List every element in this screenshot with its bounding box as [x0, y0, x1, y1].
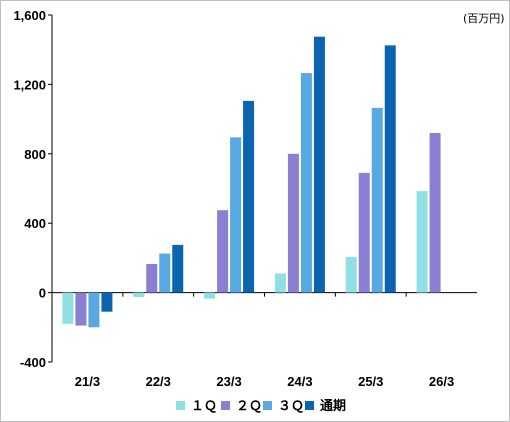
bar — [88, 292, 100, 328]
bar — [416, 191, 428, 293]
x-tick-label: 25/3 — [358, 374, 383, 389]
bar — [313, 36, 325, 293]
y-tick-label: -400 — [20, 355, 46, 370]
bar — [300, 73, 312, 293]
bar — [429, 132, 441, 293]
y-tick-label: 0 — [39, 286, 46, 301]
bar — [172, 244, 184, 293]
y-tick-label: 1,200 — [13, 77, 46, 92]
legend-label: 通期 — [320, 398, 346, 414]
chart-axes — [48, 14, 477, 363]
x-tick-label: 21/3 — [75, 374, 100, 389]
bar — [371, 107, 383, 293]
legend-label: ２Ｑ — [236, 399, 262, 414]
y-tick-label: 400 — [24, 216, 46, 231]
bar — [345, 257, 357, 293]
legend-swatch — [305, 401, 314, 410]
bar — [204, 292, 216, 299]
bar — [287, 153, 299, 293]
chart-legend: １Ｑ ２Ｑ ３Ｑ 通期 — [176, 398, 346, 414]
bar — [75, 292, 87, 326]
legend-swatch — [176, 401, 185, 410]
x-tick-label: 22/3 — [146, 374, 171, 389]
bar — [358, 172, 370, 293]
x-tick-label: 26/3 — [429, 374, 454, 389]
chart-labels: 1,600 1,200 800 400 0 -400 21/3 22/3 23/3 24/3 25/… — [13, 8, 454, 389]
bar — [243, 100, 255, 293]
bar — [62, 292, 74, 324]
bar — [384, 45, 396, 293]
legend-label: ３Ｑ — [278, 399, 304, 414]
bar — [217, 210, 229, 293]
legend-swatch — [263, 401, 272, 410]
unit-label: (百万円) — [463, 12, 505, 25]
y-tick-label: 800 — [24, 147, 46, 162]
legend-label: １Ｑ — [191, 399, 217, 414]
bar — [133, 292, 145, 297]
x-tick-label: 23/3 — [216, 374, 241, 389]
bar — [274, 273, 286, 293]
y-tick-label: 1,600 — [13, 8, 46, 23]
bar — [146, 263, 158, 293]
bar — [101, 292, 113, 312]
legend-swatch — [221, 401, 230, 410]
x-tick-label: 24/3 — [287, 374, 312, 389]
chart-bars — [62, 36, 441, 328]
bar — [230, 137, 242, 293]
bar — [159, 253, 171, 293]
